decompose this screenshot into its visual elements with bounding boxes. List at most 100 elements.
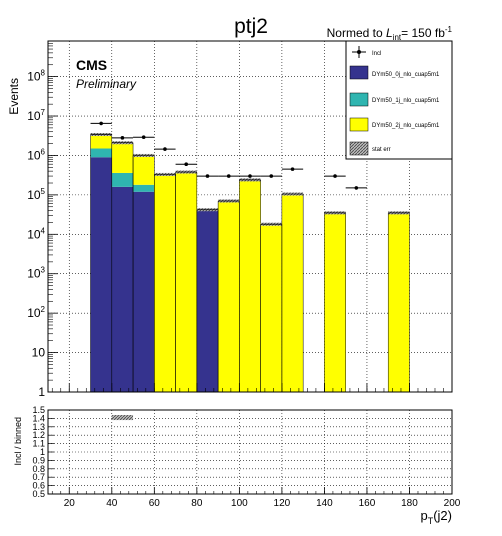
y-tick-label: 106 <box>27 147 45 162</box>
ratio-y-tick-label: 0.8 <box>32 464 45 474</box>
stack-bar-1-1 <box>90 148 112 158</box>
stack-bar-2-12 <box>324 212 346 392</box>
legend-incl-label: Incl <box>372 51 381 57</box>
stack-bar-2-10 <box>281 194 304 392</box>
ratio-y-tick-label: 0.5 <box>32 489 45 499</box>
legend-dy2j-label: DYm50_2j_nlo_cuap5m1 <box>372 123 440 129</box>
stack-bar-2-9 <box>260 224 282 392</box>
stack-bar-2-7 <box>218 200 240 392</box>
x-tick-label: 140 <box>316 498 333 509</box>
stack-bar-2-1 <box>90 134 112 149</box>
y-tick-label: 107 <box>27 108 45 123</box>
y-tick-label: 108 <box>27 69 45 84</box>
incl-point <box>120 136 125 140</box>
incl-point <box>163 147 167 151</box>
x-axis-label: pT(j2) <box>420 508 452 526</box>
incl-point <box>99 121 103 126</box>
status-label: Preliminary <box>76 77 137 91</box>
stacked-histogram <box>90 132 410 392</box>
x-tick-label: 80 <box>191 498 203 509</box>
lumi-superscript: -1 <box>445 25 453 34</box>
legend-dy1j-swatch <box>349 92 369 107</box>
incl-point <box>248 174 252 178</box>
incl-point <box>184 162 189 166</box>
legend-entry-incl: Incl <box>352 46 381 58</box>
incl-point <box>226 174 231 178</box>
lumi-symbol: L <box>386 26 393 40</box>
y-tick-label: 1 <box>38 385 45 399</box>
incl-point <box>205 174 210 178</box>
stack-bar-2-15 <box>388 212 410 392</box>
legend-entry-dy0j: DYm50_0j_nlo_cuap5m1 <box>349 65 440 80</box>
ratio-y-tick-label: 0.9 <box>32 455 45 465</box>
legend-dy0j-swatch <box>349 65 369 80</box>
legend-entry-dy1j: DYm50_1j_nlo_cuap5m1 <box>349 92 440 107</box>
stack-bar-0-3 <box>133 191 155 392</box>
incl-point <box>354 186 359 190</box>
ratio-y-tick-label: 1.1 <box>32 439 45 449</box>
stack-bar-2-3 <box>133 155 155 185</box>
x-tick-label: 100 <box>231 498 248 509</box>
ratio-y-tick-label: 1.3 <box>32 422 45 432</box>
main-plot-frame <box>47 40 453 393</box>
x-tick-label: 180 <box>401 498 418 509</box>
x-axis-label-arg: (j2) <box>433 508 452 523</box>
stack-bar-1-3 <box>133 184 155 192</box>
lumi-subscript: int <box>393 33 402 42</box>
ratio-y-tick-label: 1.4 <box>32 413 45 423</box>
ratio-y-tick-label: 1.2 <box>32 430 45 440</box>
incl-point <box>290 167 295 171</box>
x-axis-label-main: p <box>420 508 427 523</box>
stack-bar-2-8 <box>239 179 261 392</box>
y-tick-label: 104 <box>27 226 45 241</box>
incl-point <box>141 135 146 140</box>
y-tick-label: 105 <box>27 187 45 202</box>
lumi-label: Normed to Lint= 150 fb-1 <box>327 25 453 42</box>
lumi-value: = 150 fb <box>401 26 445 40</box>
ratio-band-rect <box>111 415 134 421</box>
normalization-label: Normed to <box>327 26 383 40</box>
legend-stat-err-label: stat err <box>372 147 391 153</box>
x-axis-label-sub: T <box>428 516 434 526</box>
chart-title: ptj2 <box>234 15 268 38</box>
ratio-stat-band <box>111 415 134 421</box>
legend-dy2j-swatch <box>349 117 369 132</box>
x-tick-label: 20 <box>64 498 76 509</box>
legend-entry-stat-err: stat err <box>349 141 391 156</box>
y-axis-label: Events <box>7 78 21 115</box>
experiment-label: CMS <box>76 57 107 73</box>
stack-bar-0-6 <box>196 209 219 392</box>
stack-bar-2-4 <box>154 174 176 392</box>
incl-point <box>333 174 337 178</box>
ratio-grid <box>48 410 452 494</box>
legend-entry-dy2j: DYm50_2j_nlo_cuap5m1 <box>349 117 440 132</box>
legend-dy1j-label: DYm50_1j_nlo_cuap5m1 <box>372 98 440 104</box>
stack-bar-2-2 <box>111 142 134 173</box>
incl-series <box>90 121 367 190</box>
ratio-y-axis-label: Incl / binned <box>13 417 23 466</box>
legend: Incl DYm50_0j_nlo_cuap5m1 DYm50_1j_nlo_c… <box>345 40 453 160</box>
x-tick-label: 40 <box>106 498 118 509</box>
stack-bar-2-5 <box>175 172 197 392</box>
main-axes: 1 10 102 103 104 105 106 107 108 <box>27 42 453 399</box>
legend-incl-marker-dot <box>357 50 361 54</box>
y-tick-label: 102 <box>27 305 45 320</box>
ratio-axes: 20 40 60 80 100 120 140 160 180 200 0.50.60.70.80.… <box>32 405 460 509</box>
x-tick-label: 60 <box>149 498 161 509</box>
ratio-y-tick-label: 0.7 <box>32 472 45 482</box>
ratio-y-tick-label: 1 <box>40 447 45 457</box>
incl-point <box>269 174 274 178</box>
legend-stat-err-swatch <box>349 141 369 156</box>
x-tick-label: 160 <box>359 498 376 509</box>
ratio-y-tick-label: 1.5 <box>32 405 45 415</box>
x-tick-label: 200 <box>444 498 461 509</box>
ratio-y-tick-label: 0.6 <box>32 481 45 491</box>
stack-bar-0-1 <box>90 157 112 392</box>
x-tick-label: 120 <box>274 498 291 509</box>
y-tick-label: 103 <box>27 266 45 281</box>
legend-dy0j-label: DYm50_0j_nlo_cuap5m1 <box>372 72 440 78</box>
y-tick-label: 10 <box>32 346 46 360</box>
stack-bar-1-2 <box>111 172 134 187</box>
stack-bar-0-2 <box>111 186 134 392</box>
